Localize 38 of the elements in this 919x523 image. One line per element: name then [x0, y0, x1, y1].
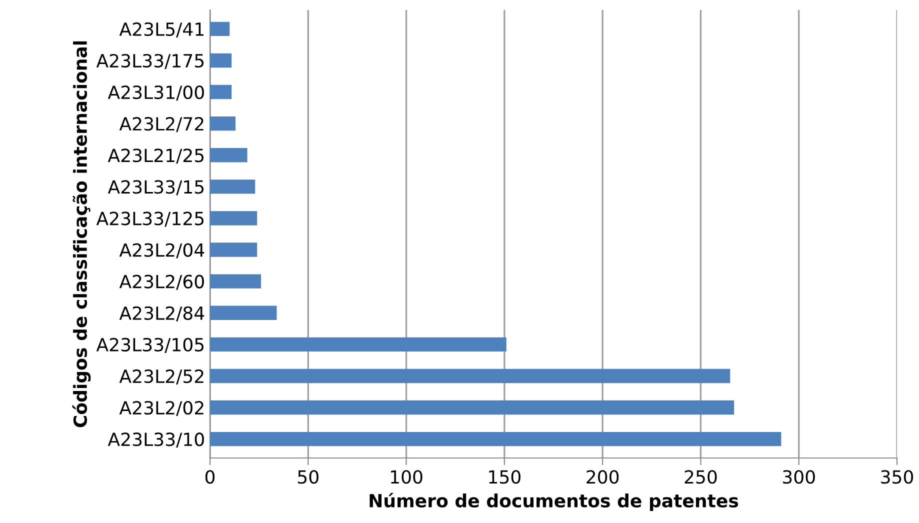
y-tick-label: A23L5/41 [119, 22, 204, 38]
x-tick-label: 100 [391, 470, 422, 484]
bar [210, 211, 258, 226]
y-tick-label: A23L33/10 [108, 432, 204, 448]
bar [210, 53, 232, 68]
bar [210, 337, 506, 352]
y-tick-label: A23L33/175 [96, 54, 204, 70]
bar [210, 148, 248, 162]
x-tick-label: 200 [586, 470, 619, 484]
bar [210, 180, 256, 194]
y-tick-label: A23L33/105 [96, 338, 204, 353]
bar [210, 400, 734, 415]
y-tick-label: A23L2/52 [119, 369, 204, 385]
y-tick-label: A23L2/04 [119, 243, 204, 258]
y-axis-title: Códigos de classificação internacional [72, 41, 91, 428]
y-tick-label: A23L2/84 [119, 306, 204, 322]
x-tick-label: 150 [489, 470, 520, 484]
bar [210, 306, 277, 320]
bar [210, 242, 258, 257]
x-tick-label: 50 [298, 470, 318, 484]
x-tick-label: 250 [684, 470, 717, 484]
x-tick-label: 350 [881, 470, 914, 484]
y-tick-label: A23L2/60 [119, 274, 204, 290]
bar [210, 274, 262, 288]
x-tick-label: 0 [205, 470, 215, 484]
x-tick-label: 300 [783, 470, 815, 484]
bar [210, 432, 782, 446]
x-axis-title: Número de documentos de patentes [370, 492, 738, 512]
y-tick-label: A23L31/00 [108, 85, 204, 101]
y-tick-label: A23L2/72 [119, 117, 204, 132]
bar [210, 116, 236, 131]
bar [210, 84, 232, 100]
y-tick-label: A23L33/15 [108, 180, 204, 196]
bar [210, 368, 730, 384]
y-tick-label: A23L33/125 [96, 212, 204, 227]
y-tick-label: A23L21/25 [108, 148, 204, 164]
y-tick-label: A23L2/02 [119, 400, 204, 416]
bar [210, 22, 230, 36]
